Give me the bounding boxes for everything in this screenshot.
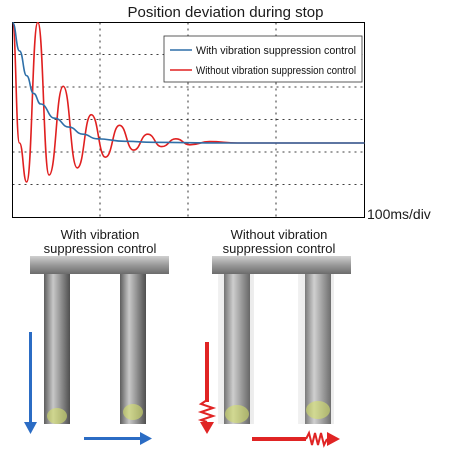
series-without-control-line	[12, 22, 365, 183]
left-tool-2	[120, 274, 146, 424]
legend-label-0: With vibration suppression control	[196, 45, 356, 57]
red-right-arrow-icon	[327, 432, 340, 446]
blue-right-arrow-icon	[140, 432, 152, 445]
right-tool-2	[305, 274, 331, 424]
red-down-arrow-icon	[200, 422, 214, 434]
deviation-plot: With vibration suppression control Withou…	[12, 22, 365, 218]
blue-down-arrow-icon	[24, 422, 37, 434]
chart-title: Position deviation during stop	[127, 4, 324, 21]
red-down-arrow-shaft	[205, 342, 209, 402]
right-mount-bar	[212, 256, 351, 274]
caption-with-line2: suppression control	[43, 241, 157, 256]
left-mount-bar	[30, 256, 169, 274]
tool-illustration	[24, 256, 351, 448]
right-tip-glow-1	[225, 405, 249, 423]
blue-right-arrow-shaft	[84, 437, 140, 440]
red-right-arrow-shaft	[252, 437, 306, 441]
caption-with-line1: With vibration	[60, 227, 140, 242]
left-tip-glow-1	[47, 408, 67, 424]
caption-without-control: Without vibration suppression control	[204, 228, 354, 256]
left-tip-glow-2	[123, 404, 143, 420]
plot-series	[12, 22, 365, 183]
caption-without-line2: suppression control	[222, 241, 336, 256]
time-scale-label: 100ms/div	[367, 206, 431, 222]
red-vertical-zigzag	[197, 399, 217, 423]
series-with-control-line	[12, 22, 365, 144]
caption-with-control: With vibration suppression control	[30, 228, 170, 256]
legend: With vibration suppression control Withou…	[163, 35, 363, 83]
right-tip-glow-2	[306, 401, 330, 419]
legend-box	[163, 35, 363, 83]
caption-without-line1: Without vibration	[230, 227, 328, 242]
right-tool-1	[224, 274, 250, 424]
legend-label-1: Without vibration suppression control	[196, 65, 356, 77]
left-tool-1	[44, 274, 70, 424]
blue-down-arrow-shaft	[29, 332, 32, 424]
red-horizontal-zigzag	[305, 430, 328, 448]
